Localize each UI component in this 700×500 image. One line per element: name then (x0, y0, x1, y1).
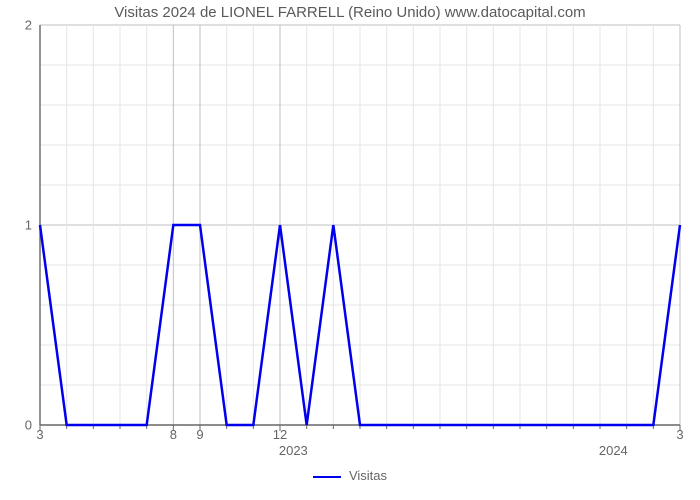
x-tick-label: 9 (196, 427, 203, 442)
legend-swatch (313, 476, 341, 478)
y-tick-label: 0 (25, 418, 32, 433)
x-tick-label: 8 (170, 427, 177, 442)
plot-area (40, 25, 680, 425)
chart-container: Visitas 2024 de LIONEL FARRELL (Reino Un… (0, 0, 700, 500)
legend: Visitas (0, 468, 700, 483)
x-tick-label: 3 (36, 427, 43, 442)
x-axis-year-labels: 2023 2024 (40, 443, 680, 459)
x-tick-label: 12 (273, 427, 287, 442)
plot-svg (40, 25, 680, 425)
x-year-label: 2023 (279, 443, 308, 458)
x-axis-ticks: 389123 (40, 425, 680, 443)
x-tick-label: 3 (676, 427, 683, 442)
y-tick-label: 1 (25, 218, 32, 233)
y-axis-ticks: 012 (0, 25, 36, 425)
chart-title: Visitas 2024 de LIONEL FARRELL (Reino Un… (0, 4, 700, 21)
y-tick-label: 2 (25, 18, 32, 33)
legend-label: Visitas (349, 468, 387, 483)
x-year-label: 2024 (599, 443, 628, 458)
